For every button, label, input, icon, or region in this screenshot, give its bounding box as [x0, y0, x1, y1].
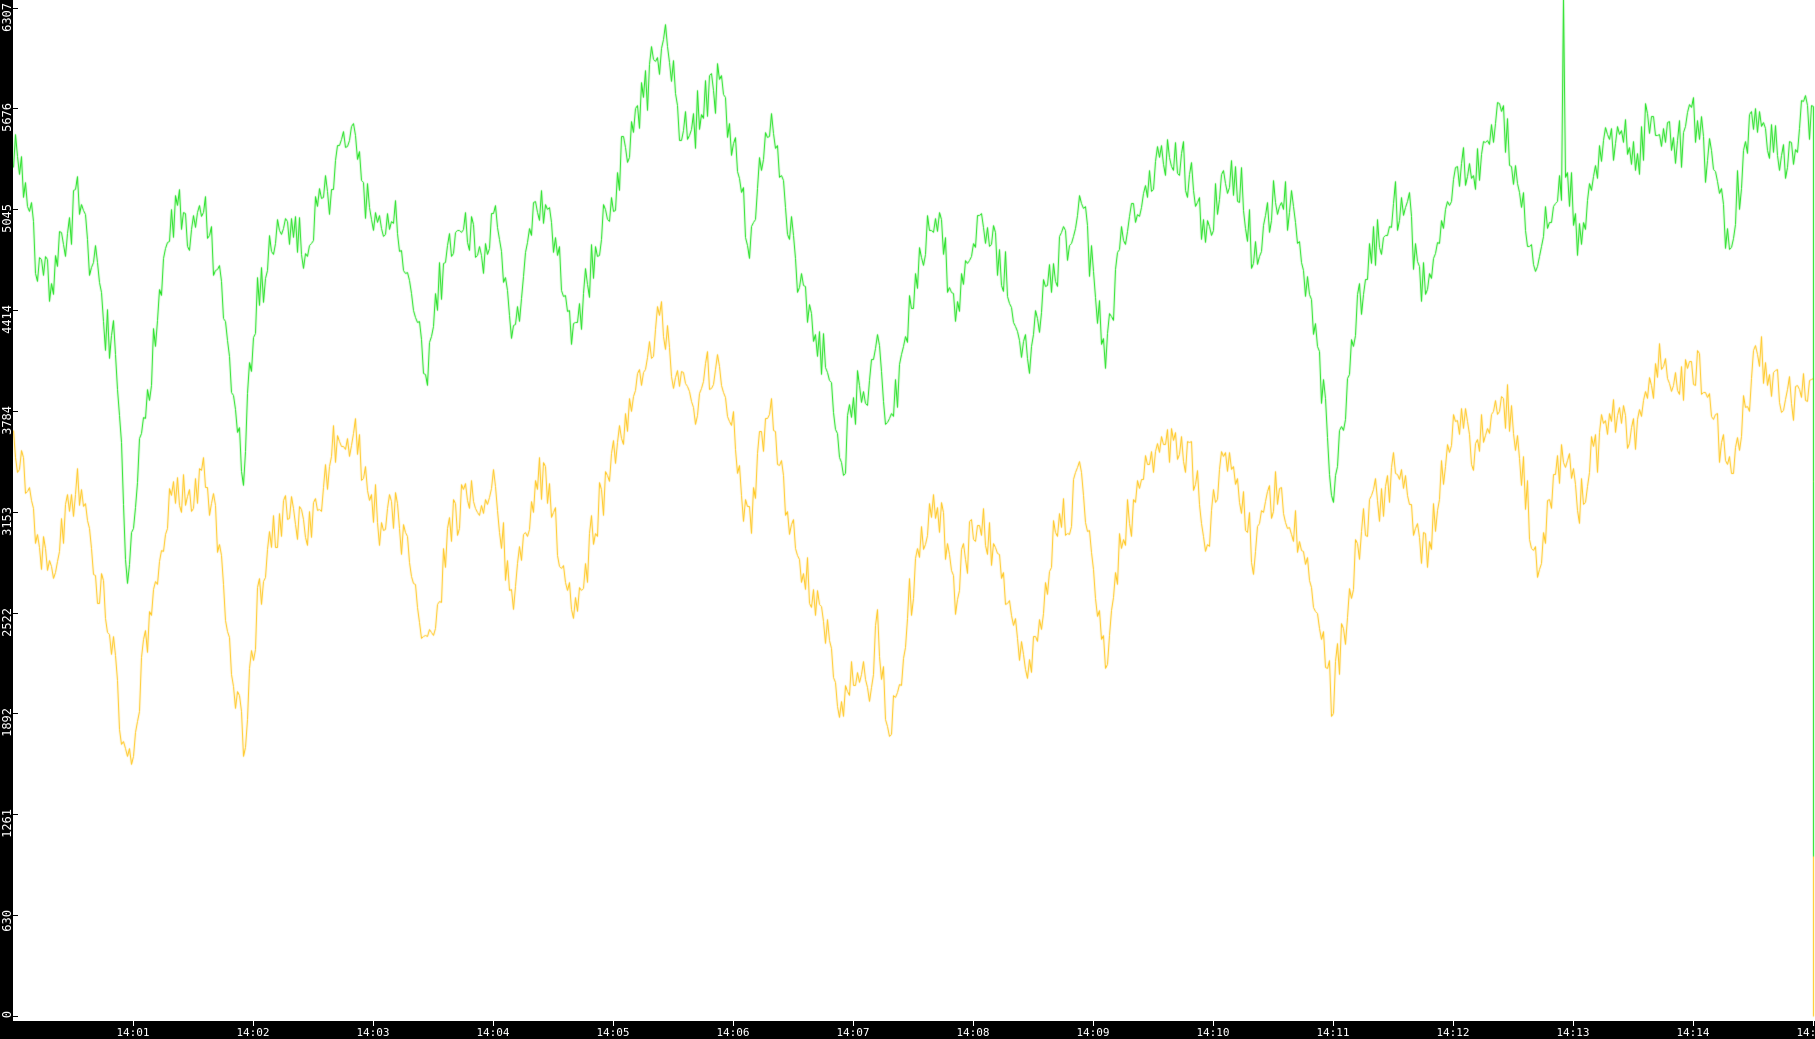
- x-tick-label: 14:14: [1676, 1026, 1709, 1039]
- x-axis-bar: [0, 1021, 1815, 1039]
- y-tick: [13, 108, 18, 109]
- y-tick: [13, 915, 18, 916]
- y-tick-label: 5676: [0, 103, 14, 132]
- y-tick-label: 3784: [0, 406, 14, 435]
- y-tick: [13, 814, 18, 815]
- y-tick: [13, 713, 18, 714]
- x-tick: [973, 1021, 974, 1026]
- x-tick-label: 14:09: [1076, 1026, 1109, 1039]
- x-tick-label: 14:12: [1436, 1026, 1469, 1039]
- x-tick: [1813, 1021, 1814, 1026]
- y-tick-label: 0: [0, 1011, 14, 1018]
- y-tick-label: 4414: [0, 305, 14, 334]
- x-tick: [613, 1021, 614, 1026]
- y-tick: [13, 1016, 18, 1017]
- x-tick: [133, 1021, 134, 1026]
- x-tick-label: 14:07: [836, 1026, 869, 1039]
- y-tick-label: 3153: [0, 507, 14, 536]
- x-tick: [853, 1021, 854, 1026]
- y-axis-bar: [0, 0, 13, 1039]
- x-tick-label: 14:06: [716, 1026, 749, 1039]
- x-tick: [1093, 1021, 1094, 1026]
- x-tick: [373, 1021, 374, 1026]
- y-tick-label: 5045: [0, 204, 14, 233]
- y-tick-label: 6307: [0, 3, 14, 32]
- x-tick: [493, 1021, 494, 1026]
- y-tick: [13, 411, 18, 412]
- x-tick: [733, 1021, 734, 1026]
- x-tick: [253, 1021, 254, 1026]
- y-tick-label: 1261: [0, 809, 14, 838]
- x-tick-label: 14:10: [1196, 1026, 1229, 1039]
- x-tick-label: 14:08: [956, 1026, 989, 1039]
- x-tick: [1573, 1021, 1574, 1026]
- y-tick: [13, 209, 18, 210]
- x-tick-label: 14:03: [356, 1026, 389, 1039]
- x-tick-label: 14:11: [1316, 1026, 1349, 1039]
- y-tick: [13, 8, 18, 9]
- x-tick: [1693, 1021, 1694, 1026]
- x-tick: [1453, 1021, 1454, 1026]
- x-tick-label: 14:04: [476, 1026, 509, 1039]
- x-tick-label: 14:01: [116, 1026, 149, 1039]
- y-tick-label: 630: [0, 910, 14, 932]
- y-tick: [13, 613, 18, 614]
- x-tick-label: 14:13: [1556, 1026, 1589, 1039]
- y-tick: [13, 310, 18, 311]
- x-tick-label: 14:05: [596, 1026, 629, 1039]
- x-tick-label: 14:02: [236, 1026, 269, 1039]
- y-tick-label: 2522: [0, 608, 14, 637]
- x-tick: [1333, 1021, 1334, 1026]
- y-tick: [13, 512, 18, 513]
- y-tick-label: 1892: [0, 708, 14, 737]
- x-tick: [1213, 1021, 1214, 1026]
- x-tick-label: 14:15: [1796, 1026, 1815, 1039]
